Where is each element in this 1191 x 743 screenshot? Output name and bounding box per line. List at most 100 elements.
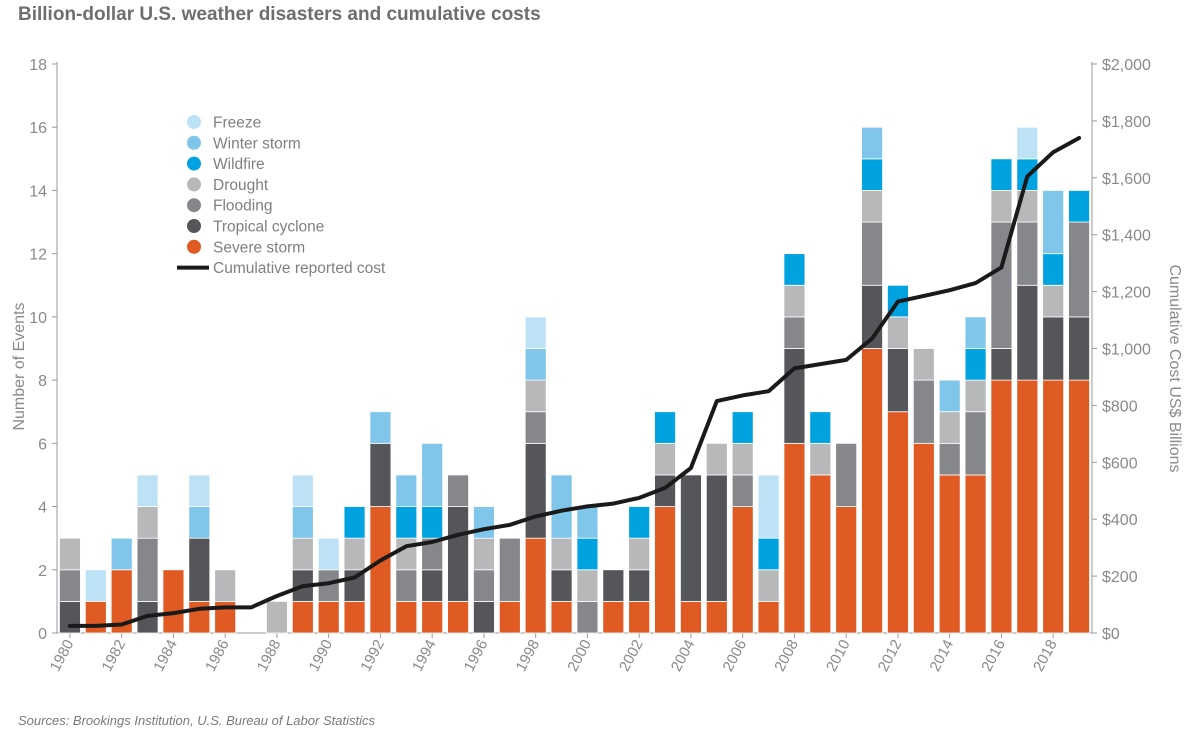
bar-wildfire-2000: [576, 537, 599, 571]
bar-tropical-cyclone-1994: [421, 569, 444, 602]
legend-marker-severe-storm: [187, 239, 201, 254]
bar-freeze-1998: [524, 316, 547, 349]
bar-flooding-2008: [783, 316, 806, 349]
bar-wildfire-2011: [861, 158, 883, 191]
bar-severe-storm-2016: [990, 379, 1013, 634]
bar-drought-1989: [291, 537, 314, 571]
y-tick-label: 2: [38, 563, 47, 580]
bar-drought-2006: [731, 442, 754, 476]
bar-wildfire-2018: [1042, 253, 1065, 286]
legend-marker-wildfire: [187, 156, 201, 171]
bar-tropical-cyclone-2008: [783, 348, 806, 444]
legend-marker-freeze: [187, 115, 201, 129]
bar-winter-storm-1999: [550, 474, 573, 539]
x-tick-label: 2014: [927, 637, 958, 674]
x-tick-label: 1984: [150, 637, 181, 674]
bar-drought-2000: [576, 569, 599, 602]
x-tick-label: 1998: [513, 637, 544, 674]
legend-label-tropical-cyclone: Tropical cyclone: [213, 219, 324, 236]
bar-tropical-cyclone-2019: [1068, 316, 1090, 381]
bar-tropical-cyclone-1996: [473, 600, 495, 634]
x-tick-label: 1980: [47, 637, 78, 674]
bar-freeze-1989: [291, 474, 314, 507]
bar-severe-storm-2007: [757, 600, 780, 634]
bar-flooding-2011: [861, 221, 883, 286]
bar-tropical-cyclone-2004: [680, 474, 702, 602]
bar-winter-storm-1982: [110, 537, 133, 571]
x-tick-label: 2012: [875, 637, 906, 674]
legend-marker-winter-storm: [187, 135, 201, 150]
bar-flooding-2006: [731, 474, 754, 507]
y-tick-label: 4: [38, 500, 47, 517]
bar-tropical-cyclone-1992: [369, 442, 392, 507]
y-tick-label: 12: [29, 247, 47, 264]
x-tick-label: 1996: [461, 637, 492, 674]
bar-drought-1996: [473, 537, 495, 571]
bar-severe-storm-2014: [938, 474, 961, 634]
bar-tropical-cyclone-2012: [887, 348, 909, 413]
bar-flooding-2017: [1016, 221, 1039, 286]
legend-marker-drought: [187, 177, 201, 192]
x-tick-label: 2006: [720, 637, 751, 674]
bar-flooding-1996: [473, 569, 495, 602]
legend-label-cumulative-reported-cost: Cumulative reported cost: [213, 260, 386, 277]
bar-drought-1980: [59, 537, 81, 571]
bar-wildfire-2006: [731, 411, 754, 444]
y-tick-label: 8: [38, 373, 47, 390]
bar-severe-storm-2009: [809, 474, 832, 634]
bar-winter-storm-1998: [524, 348, 547, 381]
x-tick-label: 1990: [306, 637, 337, 674]
y2-axis-title: Cumulative Cost US$ Billions: [1166, 264, 1183, 472]
bar-freeze-1981: [84, 569, 107, 602]
bar-drought-1988: [266, 600, 288, 634]
y2-tick-label: $1,600: [1102, 171, 1151, 188]
y-tick-label: 16: [29, 120, 47, 137]
bar-wildfire-1991: [343, 506, 366, 539]
bar-wildfire-2016: [990, 158, 1013, 191]
legend-label-wildfire: Wildfire: [213, 156, 265, 173]
bar-severe-storm-2011: [861, 348, 883, 634]
x-tick-label: 2018: [1030, 637, 1061, 674]
bar-winter-storm-2011: [861, 126, 883, 160]
bar-wildfire-1993: [395, 506, 418, 539]
x-tick-label: 1986: [202, 637, 233, 674]
bar-severe-storm-1992: [369, 506, 392, 634]
bar-severe-storm-2005: [705, 600, 728, 634]
legend-label-flooding: Flooding: [213, 198, 272, 215]
bar-tropical-cyclone-1995: [447, 506, 469, 602]
bar-drought-2012: [887, 316, 909, 349]
bar-flooding-1993: [395, 569, 418, 602]
bar-freeze-2007: [757, 474, 780, 539]
bar-drought-1983: [136, 506, 159, 539]
bar-severe-storm-2006: [731, 506, 754, 634]
bar-severe-storm-2012: [887, 411, 909, 634]
y2-tick-label: $800: [1102, 398, 1138, 415]
bar-severe-storm-1984: [162, 569, 185, 634]
bar-drought-2016: [990, 190, 1013, 223]
bar-tropical-cyclone-1998: [524, 442, 547, 539]
bar-severe-storm-1997: [498, 600, 521, 634]
x-tick-label: 2002: [616, 637, 647, 674]
bar-wildfire-2019: [1068, 190, 1090, 223]
y2-tick-label: $200: [1102, 569, 1138, 586]
bar-drought-2003: [654, 442, 676, 476]
bar-winter-storm-1994: [421, 442, 444, 507]
x-tick-label: 2008: [771, 637, 802, 674]
bar-drought-2007: [757, 569, 780, 602]
bar-winter-storm-1996: [473, 506, 495, 539]
bar-wildfire-2009: [809, 411, 832, 444]
bar-drought-2014: [938, 411, 961, 444]
bar-tropical-cyclone-2002: [628, 569, 651, 602]
bar-tropical-cyclone-2001: [602, 569, 625, 602]
bar-drought-2005: [705, 442, 728, 476]
cumulative-cost-polyline: [67, 136, 1082, 628]
cumulative-cost-line: [67, 136, 1082, 628]
bar-drought-1998: [524, 379, 547, 413]
bar-drought-2009: [809, 442, 832, 476]
bar-severe-storm-2002: [628, 600, 651, 634]
x-tick-label: 2010: [823, 637, 854, 674]
bar-severe-storm-2019: [1068, 379, 1090, 634]
y-tick-label: 18: [29, 57, 47, 74]
y-axis-title: Number of Events: [11, 302, 28, 430]
